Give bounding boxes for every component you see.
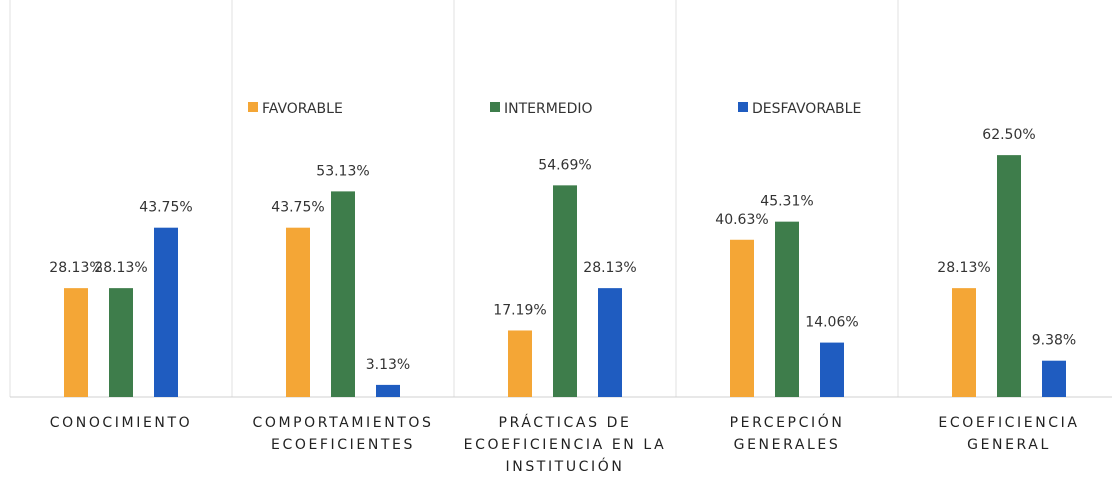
bar <box>598 288 622 397</box>
data-label: 62.50% <box>982 127 1035 143</box>
data-label: 53.13% <box>316 163 369 179</box>
legend-swatch <box>248 102 258 112</box>
legend-swatch <box>738 102 748 112</box>
bar <box>997 155 1021 397</box>
data-label: 3.13% <box>366 357 410 373</box>
x-tick-label: CONOCIMIENTO <box>49 415 193 431</box>
x-tick-label: COMPORTAMIENTOS ECOEFICIENTES <box>252 415 434 453</box>
data-label: 14.06% <box>805 315 858 331</box>
bar <box>730 239 754 397</box>
bar <box>820 342 844 397</box>
legend-label: INTERMEDIO <box>504 101 593 117</box>
x-tick-label: PRÁCTICAS DE ECOEFICIENCIA EN LA INSTITU… <box>463 415 667 475</box>
data-label: 28.13% <box>49 260 102 276</box>
bar <box>286 227 310 397</box>
legend-label: DESFAVORABLE <box>752 101 861 117</box>
bar <box>154 227 178 397</box>
data-label: 28.13% <box>94 260 147 276</box>
bar <box>1042 360 1066 397</box>
bar <box>508 330 532 397</box>
x-tick-label: PERCEPCIÓN GENERALES <box>729 415 845 453</box>
bar <box>64 288 88 397</box>
bar <box>109 288 133 397</box>
bar <box>553 185 577 397</box>
data-label: 43.75% <box>139 200 192 216</box>
data-label: 54.69% <box>538 157 591 173</box>
legend-label: FAVORABLE <box>262 101 343 117</box>
data-label: 40.63% <box>715 212 768 228</box>
data-label: 43.75% <box>271 200 324 216</box>
x-tick-label: ECOEFICIENCIA GENERAL <box>938 415 1080 453</box>
bar <box>376 384 400 397</box>
data-label: 9.38% <box>1032 333 1076 349</box>
bar <box>331 191 355 397</box>
data-label: 28.13% <box>583 260 636 276</box>
bar <box>775 221 799 397</box>
data-label: 17.19% <box>493 302 546 318</box>
data-label: 45.31% <box>760 194 813 210</box>
data-label: 28.13% <box>937 260 990 276</box>
bar <box>952 288 976 397</box>
legend-swatch <box>490 102 500 112</box>
